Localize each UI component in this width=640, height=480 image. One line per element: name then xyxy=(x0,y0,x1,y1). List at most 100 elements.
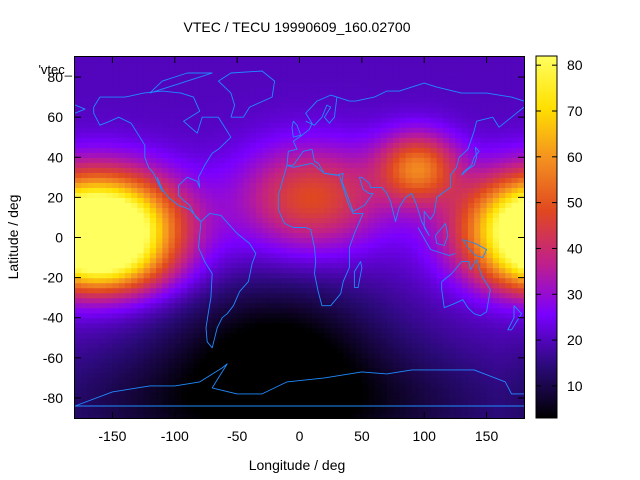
heatmap-cell xyxy=(81,362,89,369)
heatmap-cell xyxy=(75,337,82,344)
heatmap-cell xyxy=(442,287,450,294)
heatmap-cell xyxy=(124,257,132,264)
heatmap-cell xyxy=(93,247,101,254)
heatmap-cell xyxy=(181,332,188,339)
heatmap-cell xyxy=(187,222,195,229)
heatmap-cell xyxy=(230,152,238,158)
heatmap-cell xyxy=(143,357,151,364)
heatmap-cell xyxy=(505,322,513,329)
heatmap-cell xyxy=(486,352,494,359)
heatmap-cell xyxy=(181,192,188,198)
heatmap-cell xyxy=(106,157,114,163)
heatmap-cell xyxy=(330,387,338,394)
heatmap-cell xyxy=(361,122,369,128)
heatmap-cell xyxy=(492,102,500,108)
heatmap-cell xyxy=(318,87,326,93)
heatmap-cell xyxy=(199,337,207,344)
heatmap-cell xyxy=(461,252,469,259)
heatmap-cell xyxy=(149,77,157,83)
heatmap-cell xyxy=(124,342,132,349)
heatmap-cell xyxy=(218,172,226,178)
heatmap-cell xyxy=(449,377,457,384)
heatmap-cell xyxy=(99,372,107,379)
heatmap-cell xyxy=(230,147,238,153)
heatmap-cell xyxy=(318,82,326,88)
heatmap-cell xyxy=(181,397,188,404)
heatmap-cell xyxy=(199,387,207,394)
heatmap-cell xyxy=(311,272,319,279)
heatmap-cell xyxy=(224,397,232,404)
heatmap-cell xyxy=(112,217,120,224)
heatmap-cell xyxy=(81,142,89,148)
heatmap-cell xyxy=(492,117,500,123)
heatmap-cell xyxy=(318,172,326,178)
heatmap-cell xyxy=(162,307,170,314)
heatmap-cell xyxy=(187,337,195,344)
heatmap-cell xyxy=(268,187,276,193)
heatmap-cell xyxy=(330,117,338,123)
heatmap-cell xyxy=(455,187,463,193)
heatmap-cell xyxy=(205,277,213,284)
heatmap-cell xyxy=(436,117,444,123)
heatmap-cell xyxy=(336,82,344,88)
heatmap-cell xyxy=(249,197,257,203)
heatmap-cell xyxy=(399,267,407,274)
heatmap-cell xyxy=(205,387,213,394)
heatmap-cell xyxy=(343,202,350,209)
heatmap-cell xyxy=(417,102,425,108)
heatmap-cell xyxy=(187,82,195,88)
heatmap-cell xyxy=(205,322,213,329)
heatmap-cell xyxy=(99,312,107,319)
heatmap-cell xyxy=(424,72,432,78)
heatmap-cell xyxy=(131,307,138,314)
heatmap-cell xyxy=(181,97,188,103)
heatmap-cell xyxy=(143,292,151,299)
heatmap-cell xyxy=(399,212,407,219)
heatmap-cell xyxy=(380,347,388,354)
heatmap-cell xyxy=(374,187,382,193)
heatmap-cell xyxy=(137,322,145,329)
heatmap-cell xyxy=(193,147,201,153)
heatmap-cell xyxy=(455,172,463,178)
heatmap-cell xyxy=(131,207,138,214)
heatmap-cell xyxy=(205,272,213,279)
heatmap-cell xyxy=(87,162,95,168)
heatmap-cell xyxy=(399,257,407,264)
heatmap-cell xyxy=(305,122,313,128)
heatmap-cell xyxy=(436,317,444,324)
heatmap-cell xyxy=(249,162,257,168)
heatmap-cell xyxy=(449,287,457,294)
heatmap-cell xyxy=(480,162,488,168)
heatmap-cell xyxy=(424,237,432,244)
heatmap-cell xyxy=(255,397,263,404)
heatmap-cell xyxy=(87,367,95,374)
heatmap-cell xyxy=(268,367,276,374)
heatmap-cell xyxy=(224,357,232,364)
heatmap-cell xyxy=(75,217,82,224)
heatmap-cell xyxy=(305,232,313,239)
heatmap-cell xyxy=(249,347,257,354)
heatmap-cell xyxy=(93,277,101,284)
heatmap-cell xyxy=(330,277,338,284)
heatmap-cell xyxy=(87,387,95,394)
heatmap-cell xyxy=(318,282,326,289)
heatmap-cell xyxy=(393,147,400,153)
heatmap-cell xyxy=(75,347,82,354)
heatmap-cell xyxy=(124,97,132,103)
heatmap-cell xyxy=(336,352,344,359)
heatmap-cell xyxy=(218,267,226,274)
heatmap-cell xyxy=(243,112,251,118)
heatmap-cell xyxy=(449,322,457,329)
heatmap-cell xyxy=(287,92,294,98)
heatmap-cell xyxy=(131,397,138,404)
heatmap-cell xyxy=(330,72,338,78)
heatmap-cell xyxy=(343,277,350,284)
heatmap-cell xyxy=(424,157,432,163)
heatmap-cell xyxy=(424,227,432,234)
heatmap-cell xyxy=(505,377,513,384)
heatmap-cell xyxy=(93,147,101,153)
heatmap-cell xyxy=(87,237,95,244)
heatmap-cell xyxy=(343,257,350,264)
heatmap-cell xyxy=(299,357,307,364)
heatmap-cell xyxy=(318,347,326,354)
